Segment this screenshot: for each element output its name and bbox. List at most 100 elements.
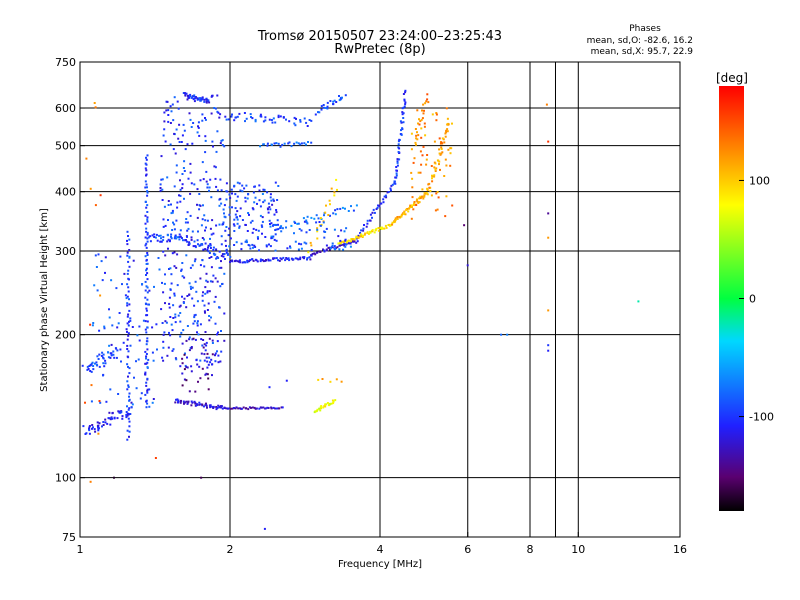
data-point: [117, 322, 120, 325]
data-point: [390, 189, 392, 192]
data-point: [240, 248, 243, 251]
data-point: [310, 254, 313, 257]
data-point: [318, 407, 321, 410]
data-point: [126, 388, 129, 391]
data-point: [145, 406, 148, 409]
data-point: [243, 112, 246, 114]
data-point: [192, 337, 195, 340]
data-point: [144, 186, 147, 189]
data-point: [378, 227, 381, 230]
data-point: [297, 248, 300, 251]
data-point: [212, 145, 214, 148]
data-point: [126, 272, 129, 275]
data-point: [331, 242, 334, 245]
data-point: [138, 339, 141, 342]
data-point: [144, 255, 147, 258]
data-point: [413, 157, 416, 160]
data-point: [223, 272, 226, 275]
data-point: [127, 277, 130, 280]
data-point: [271, 121, 274, 124]
data-point: [128, 255, 131, 258]
data-point: [247, 212, 250, 214]
data-point: [220, 202, 223, 205]
data-point: [445, 131, 448, 134]
data-point: [196, 131, 199, 134]
data-point: [300, 247, 303, 250]
data-point: [206, 352, 209, 355]
data-point: [246, 197, 249, 200]
data-point: [179, 312, 182, 314]
data-point: [422, 103, 425, 106]
data-point: [194, 313, 197, 316]
data-point: [207, 302, 210, 305]
data-point: [214, 277, 217, 280]
data-point: [294, 257, 297, 260]
data-point: [129, 344, 132, 347]
data-point: [204, 349, 207, 352]
data-point: [223, 215, 226, 218]
data-point: [162, 134, 165, 137]
data-point: [332, 103, 335, 106]
data-point: [183, 297, 186, 300]
data-point: [447, 123, 450, 126]
data-point: [145, 357, 147, 360]
data-point: [96, 355, 99, 358]
data-point: [151, 351, 154, 354]
data-point: [207, 363, 210, 366]
data-point: [232, 223, 235, 226]
data-point: [306, 125, 309, 127]
data-point: [260, 224, 263, 227]
data-point: [308, 119, 311, 121]
data-point: [300, 142, 303, 145]
data-point: [122, 341, 125, 344]
data-point: [127, 260, 130, 263]
data-point: [90, 362, 93, 365]
data-point: [310, 216, 313, 219]
data-point: [441, 151, 444, 154]
data-point: [124, 294, 127, 297]
data-point: [99, 294, 102, 297]
data-point: [445, 195, 448, 198]
data-point: [310, 141, 313, 144]
data-point: [315, 221, 318, 224]
data-point: [146, 278, 149, 281]
data-point: [416, 131, 418, 134]
data-point: [223, 212, 225, 215]
data-point: [231, 407, 234, 410]
data-point: [272, 117, 275, 120]
data-point: [92, 368, 95, 371]
data-point: [236, 218, 239, 221]
data-point: [182, 302, 185, 304]
data-point: [398, 158, 401, 161]
data-point: [400, 121, 403, 124]
data-point: [164, 302, 166, 305]
data-point: [164, 254, 167, 257]
data-point: [269, 193, 272, 196]
data-point: [146, 286, 149, 289]
data-point: [416, 200, 419, 203]
data-point: [177, 400, 180, 403]
data-point: [333, 194, 336, 197]
data-point: [146, 391, 149, 394]
data-point: [86, 365, 89, 368]
data-point: [207, 246, 209, 249]
data-point: [268, 118, 271, 121]
data-point: [217, 354, 220, 357]
data-point: [180, 269, 183, 272]
data-point: [274, 229, 277, 231]
data-point: [349, 240, 352, 243]
data-point: [314, 253, 317, 256]
data-point: [262, 260, 265, 263]
data-point: [182, 123, 185, 126]
data-point: [206, 373, 209, 376]
data-point: [177, 107, 180, 110]
data-point: [403, 211, 406, 214]
data-point: [193, 320, 196, 323]
data-point: [332, 212, 335, 215]
data-point: [126, 380, 129, 383]
data-point: [186, 143, 189, 146]
data-point: [288, 120, 291, 123]
data-point: [145, 331, 148, 334]
data-point: [285, 118, 287, 121]
data-point: [146, 377, 149, 380]
